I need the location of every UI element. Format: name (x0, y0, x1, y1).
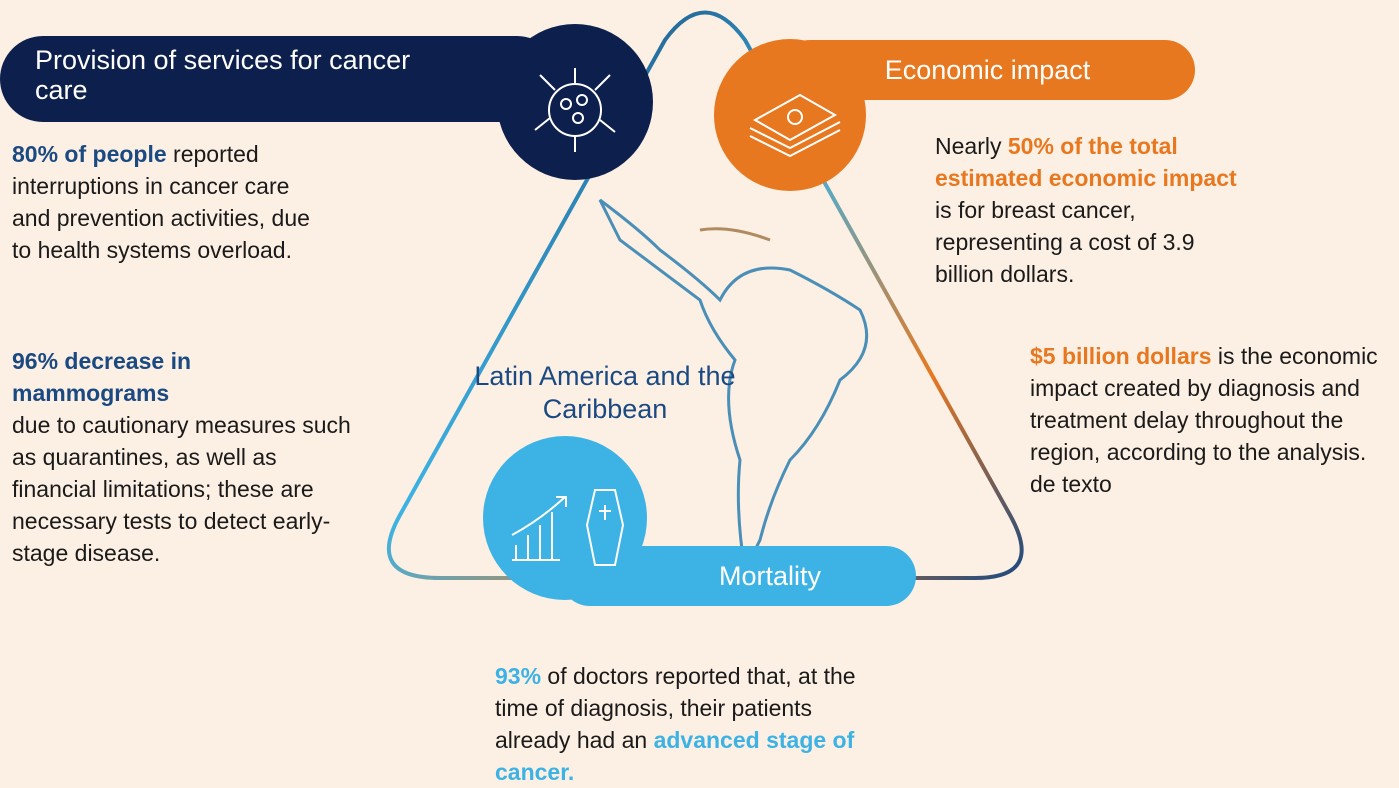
mortality-item1: 93% of doctors reported that, at the tim… (495, 660, 865, 788)
economic-header (780, 40, 1195, 100)
text: reported interruptions in cancer care an… (12, 141, 310, 263)
text: of doctors reported that, at the time of… (495, 663, 856, 753)
economic-circle (714, 39, 866, 191)
economic-item1: Nearly 50% of the total estimated econom… (935, 130, 1255, 290)
highlight: 80% of people (12, 141, 167, 167)
text: Nearly (935, 133, 1008, 159)
center-label: Latin America and the Caribbean (474, 361, 736, 424)
highlight: 93% (495, 663, 542, 689)
provision-item2: 96% decrease in mammograms due to caution… (12, 345, 362, 569)
economic-item2: $5 billion dollars is the economic impac… (1030, 340, 1390, 500)
triangle (386, 10, 1024, 580)
provision-title: Provision of services for cancer care (35, 45, 411, 105)
text: is for breast cancer, representing a cos… (935, 197, 1195, 287)
economic-title: Economic impact (884, 55, 1091, 85)
highlight: $5 billion dollars (1030, 343, 1212, 369)
highlight: 50% of the total estimated economic impa… (935, 133, 1237, 191)
mortality-title: Mortality (718, 561, 821, 591)
money-icon (749, 93, 841, 158)
provision-circle (497, 24, 653, 180)
provision-item1: 80% of people reported interruptions in … (12, 138, 332, 266)
highlight: 96% decrease in mammograms (12, 348, 192, 406)
map-caribbean (699, 227, 771, 242)
map (598, 198, 869, 575)
mortality-header (560, 546, 916, 606)
text: due to cautionary measures such as quara… (12, 412, 351, 566)
mortality-icon (511, 489, 625, 566)
provision-header (0, 36, 560, 122)
cell-icon (534, 68, 616, 152)
text: is the economic impact created by diagno… (1030, 343, 1378, 497)
